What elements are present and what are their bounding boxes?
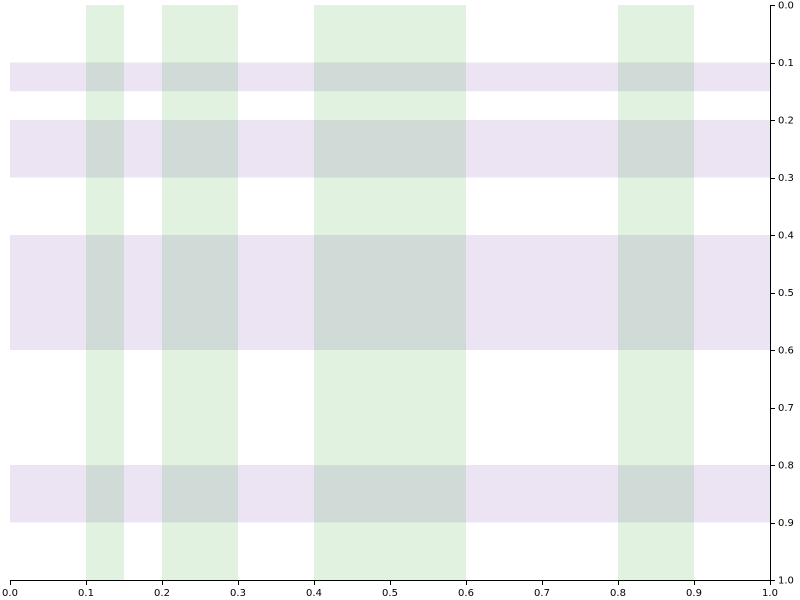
vertical-band-3 xyxy=(618,5,694,580)
y-tick-label: 0.0 xyxy=(778,1,794,12)
y-tick-label: 0.6 xyxy=(778,346,794,357)
x-tick-label: 0.5 xyxy=(382,588,398,599)
x-tick-label: 0.2 xyxy=(154,588,170,599)
y-tick-label: 0.1 xyxy=(778,58,794,69)
x-tick-label: 0.7 xyxy=(534,588,550,599)
y-tick-label: 0.3 xyxy=(778,173,794,184)
horizontal-band-2 xyxy=(10,235,770,350)
vertical-band-0 xyxy=(86,5,124,580)
vertical-bands xyxy=(86,5,694,580)
vertical-band-1 xyxy=(162,5,238,580)
horizontal-band-3 xyxy=(10,465,770,523)
horizontal-band-0 xyxy=(10,62,770,92)
x-tick-label: 0.6 xyxy=(458,588,474,599)
x-tick-label: 0.3 xyxy=(230,588,246,599)
vertical-band-2 xyxy=(314,5,466,580)
x-tick-label: 0.0 xyxy=(2,588,18,599)
y-tick-label: 0.9 xyxy=(778,518,794,529)
horizontal-band-1 xyxy=(10,120,770,178)
y-tick-label: 0.7 xyxy=(778,403,794,414)
x-tick-label: 0.9 xyxy=(686,588,702,599)
y-axis-ticks: 0.0 0.1 0.2 0.3 0.4 0.5 0.6 0.7 0.8 0.9 1.0 xyxy=(770,1,794,587)
horizontal-bands xyxy=(10,62,770,523)
y-tick-label: 0.4 xyxy=(778,231,794,242)
y-tick-label: 0.2 xyxy=(778,116,794,127)
x-axis-ticks: 0.0 0.1 0.2 0.3 0.4 0.5 0.6 0.7 0.8 0.9 1.0 xyxy=(2,580,778,599)
y-tick-label: 0.5 xyxy=(778,288,794,299)
y-tick-label: 0.8 xyxy=(778,461,794,472)
x-tick-label: 1.0 xyxy=(762,588,778,599)
x-tick-label: 0.4 xyxy=(306,588,322,599)
x-tick-label: 0.8 xyxy=(610,588,626,599)
x-tick-label: 0.1 xyxy=(78,588,94,599)
y-tick-label: 1.0 xyxy=(778,576,794,587)
